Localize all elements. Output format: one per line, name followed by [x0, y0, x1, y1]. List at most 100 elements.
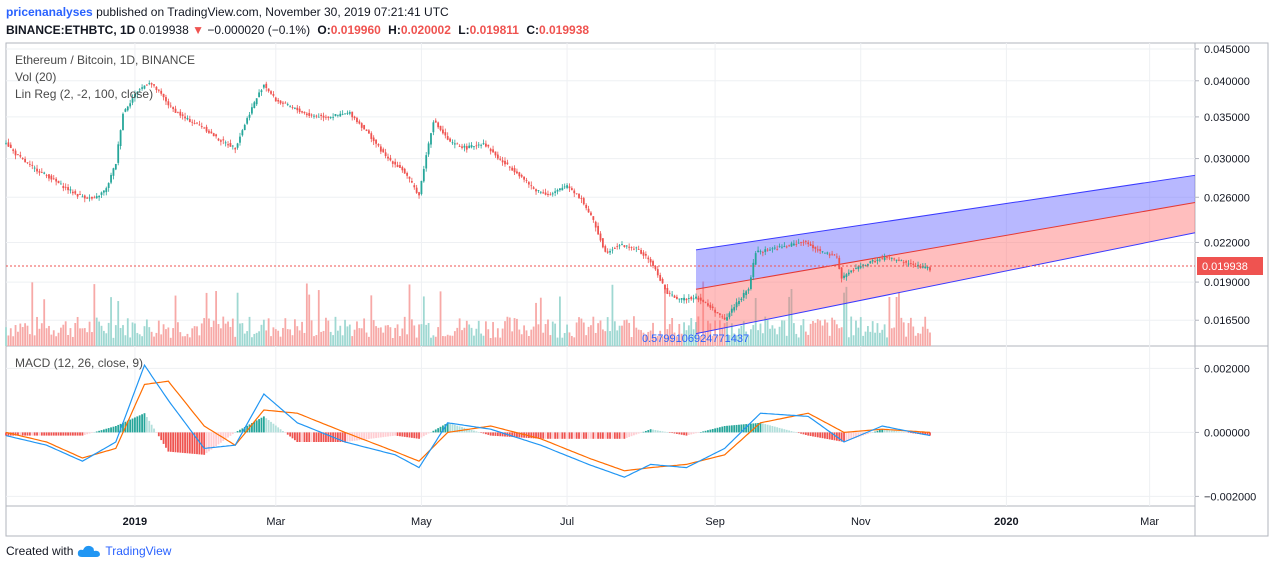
macd-histogram-bar [666, 432, 669, 433]
candle-body [821, 251, 824, 253]
candle-body [126, 106, 129, 111]
volume-bar [236, 292, 239, 346]
tradingview-link[interactable]: TradingView [105, 544, 172, 558]
linreg-legend[interactable]: Lin Reg (2, -2, 100, close) [15, 87, 153, 101]
volume-bar [563, 333, 566, 346]
macd-histogram-bar [60, 432, 62, 436]
candle-body [143, 85, 146, 89]
candle-body [391, 161, 394, 164]
macd-histogram-bar [709, 429, 712, 433]
volume-legend[interactable]: Vol (20) [15, 70, 56, 84]
volume-bar [9, 328, 12, 346]
candle-body [544, 192, 547, 195]
volume-bar [606, 317, 609, 346]
time-axis[interactable]: 2019 Mar May Jul Sep Nov 2020 Mar [123, 516, 1160, 528]
volume-bar [165, 329, 167, 346]
volume-bar [489, 337, 492, 346]
macd-histogram-bar [480, 432, 483, 433]
author-name[interactable]: pricenanalyses [6, 5, 93, 19]
volume-bar [781, 320, 783, 346]
candle-body [88, 197, 91, 199]
candle-body [504, 160, 506, 165]
candle-body [186, 118, 189, 120]
macd-histogram-bar [644, 430, 647, 433]
macd-histogram-bar [24, 432, 27, 436]
macd-histogram-bar [126, 420, 129, 433]
volume-bar [859, 317, 862, 346]
volume-bar [293, 319, 296, 346]
candle-body [518, 172, 521, 177]
candle-body [683, 297, 685, 301]
volume-bar [656, 335, 659, 346]
volume-bar [496, 328, 499, 346]
volume-bar [929, 332, 931, 346]
candle-body [864, 265, 867, 266]
candle-body [157, 89, 160, 91]
volume-bar [685, 330, 688, 346]
volume-bar [664, 284, 666, 346]
macd-histogram-bar [893, 430, 896, 433]
macd-histogram-bar [91, 432, 93, 433]
volume-bar [282, 327, 284, 346]
volume-bar [432, 335, 435, 346]
macd-histogram-bar [711, 429, 714, 433]
volume-bar [640, 330, 642, 346]
macd-histogram-bar [368, 432, 370, 439]
macd-histogram-bar [597, 432, 600, 439]
candle-body [750, 277, 752, 289]
volume-bar [831, 317, 833, 346]
macd-axis[interactable]: 0.002000 0.000000 −0.002000 [1195, 363, 1256, 503]
candle-body [480, 144, 483, 146]
macd-legend[interactable]: MACD (12, 26, close, 9) [15, 356, 143, 370]
candle-body [341, 113, 344, 115]
candle-body [434, 120, 437, 123]
volume-bar [305, 283, 308, 346]
volume-bar [697, 316, 700, 346]
volume-bar [883, 324, 886, 346]
macd-histogram-bar [110, 427, 112, 433]
macd-histogram-bar [530, 432, 533, 439]
macd-histogram-bar [547, 432, 549, 439]
candle-body [776, 249, 779, 251]
price-axis[interactable]: 0.045000 0.040000 0.035000 0.030000 0.026000… [1195, 44, 1250, 327]
time-tick-label: May [411, 516, 432, 528]
volume-bar [79, 328, 81, 346]
candle-body [845, 274, 848, 278]
volume-bar [52, 330, 55, 346]
macd-histogram-bar [855, 432, 857, 438]
volume-bar [501, 328, 504, 346]
channel-upper-line [695, 174, 1196, 251]
macd-histogram-bar [205, 432, 208, 454]
macd-histogram-bar [907, 432, 910, 433]
volume-bar [616, 330, 619, 346]
macd-histogram-bar [370, 432, 373, 439]
volume-bar [812, 321, 814, 346]
candle-body [867, 264, 869, 266]
macd-histogram-bar [122, 422, 124, 433]
macd-histogram-bar [379, 432, 382, 438]
volume-bar [98, 321, 101, 346]
macd-histogram-bar [661, 431, 664, 433]
series-legend[interactable]: Ethereum / Bitcoin, 1D, BINANCE [15, 53, 195, 67]
macd-histogram-bar [95, 431, 98, 433]
macd-histogram-bar [578, 432, 580, 439]
volume-bar [387, 325, 389, 346]
open-value: 0.019960 [330, 23, 381, 37]
volume-bar [227, 321, 229, 346]
volume-bar [644, 334, 647, 346]
macd-histogram-bar [391, 432, 394, 436]
candle-body [611, 249, 614, 251]
macd-histogram-bar [446, 422, 449, 433]
candle-body [797, 242, 800, 244]
candle-body [590, 212, 592, 216]
macd-histogram-bar [150, 424, 153, 433]
candle-body [351, 111, 354, 118]
candle-body [375, 139, 377, 144]
volume-bar [353, 329, 356, 346]
candle-body [456, 143, 459, 145]
candle-body [924, 266, 927, 269]
macd-histogram-bar [785, 429, 788, 433]
candle-body [539, 191, 542, 193]
macd-histogram-bar [601, 432, 604, 439]
